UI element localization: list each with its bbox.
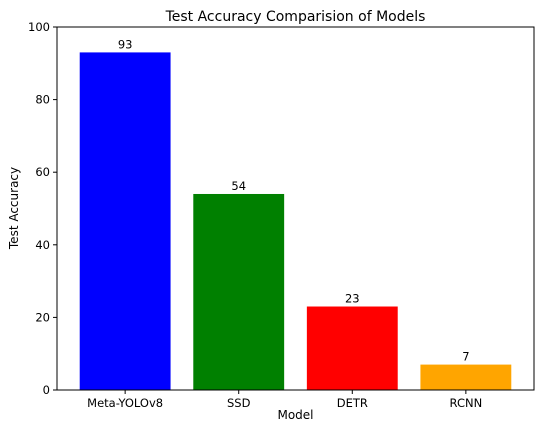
bar <box>193 193 285 390</box>
x-tick-label: SSD <box>227 396 251 410</box>
x-tick-label: DETR <box>337 396 368 410</box>
bar <box>306 306 398 390</box>
y-tick-label: 100 <box>28 20 50 34</box>
bar <box>420 364 512 390</box>
data-label: 23 <box>345 292 360 306</box>
data-label: 54 <box>231 179 246 193</box>
y-tick-label: 40 <box>35 238 50 252</box>
plot-frame <box>56 26 535 391</box>
x-tick-label: RCNN <box>450 396 483 410</box>
y-tick-label: 0 <box>43 383 50 397</box>
y-tick-label: 80 <box>35 93 50 107</box>
y-tick-label: 60 <box>35 165 50 179</box>
bar <box>79 52 171 390</box>
data-label: 7 <box>462 350 469 364</box>
x-axis-label: Model <box>277 408 313 422</box>
plot-area: 93 Meta-YOLOv8 54 SSD 23 DETR 7 RCNN 0 20 40 60 80 10… <box>28 20 535 410</box>
data-label: 93 <box>118 37 133 51</box>
chart-title: Test Accuracy Comparision of Models <box>165 9 426 25</box>
x-tick-label: Meta-YOLOv8 <box>87 396 163 410</box>
y-tick-label: 20 <box>35 310 50 324</box>
y-axis-label: Test Accuracy <box>7 167 21 250</box>
